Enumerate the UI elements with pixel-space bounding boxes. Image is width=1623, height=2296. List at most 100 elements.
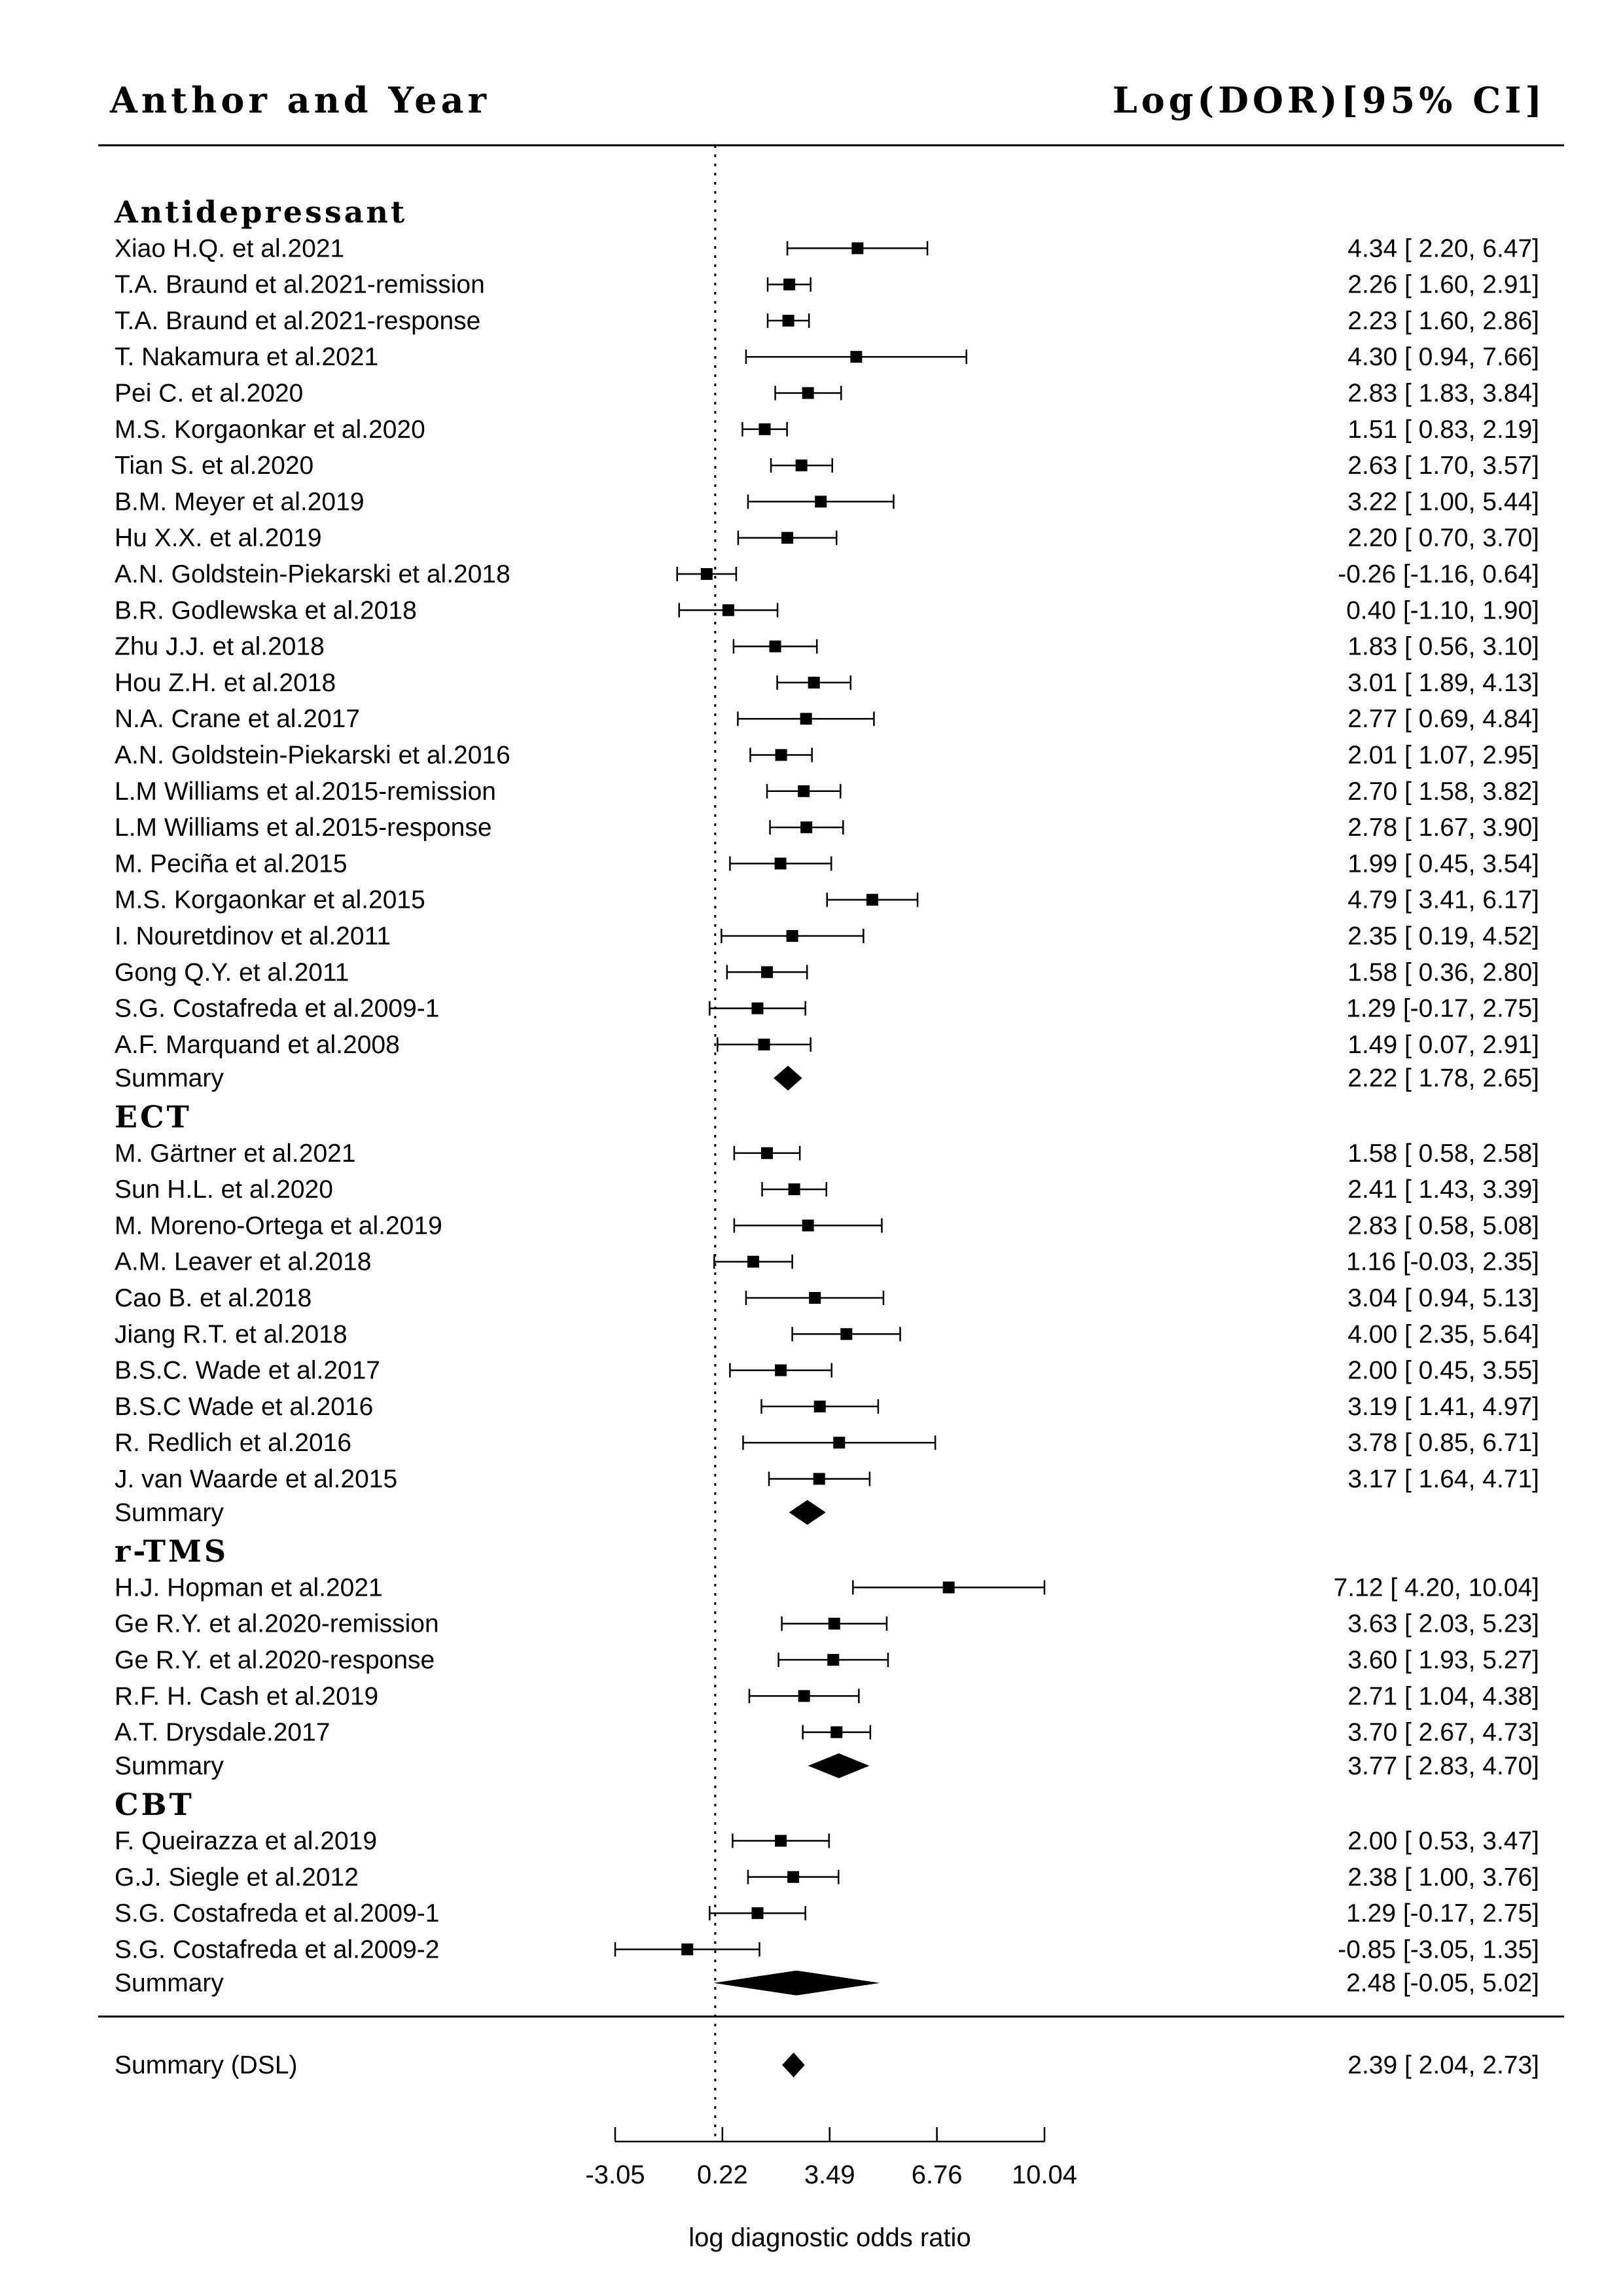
study-value: 1.58 [ 0.58, 2.58] xyxy=(1347,1139,1539,1168)
study-value: 3.01 [ 1.89, 4.13] xyxy=(1347,669,1539,697)
study-value: 2.01 [ 1.07, 2.95] xyxy=(1347,742,1539,770)
study-value: 2.00 [ 0.53, 3.47] xyxy=(1347,1827,1539,1856)
study-label: M.S. Korgaonkar et al.2020 xyxy=(115,416,425,444)
summary-label: Summary xyxy=(115,1969,224,1998)
study-label: T. Nakamura et al.2021 xyxy=(115,343,378,371)
study-label: G.J. Siegle et al.2012 xyxy=(115,1863,359,1892)
study-label: S.G. Costafreda et al.2009-1 xyxy=(115,995,439,1023)
study-label: J. van Waarde et al.2015 xyxy=(115,1465,397,1494)
group-title: Antidepressant xyxy=(114,194,407,230)
estimate-square xyxy=(802,1219,814,1232)
study-label: A.F. Marquand et al.2008 xyxy=(115,1031,400,1059)
study-label: H.J. Hopman et al.2021 xyxy=(115,1573,383,1602)
study-value: 4.00 [ 2.35, 5.64] xyxy=(1347,1320,1539,1348)
summary-diamond xyxy=(789,1499,826,1525)
estimate-square xyxy=(786,930,798,942)
estimate-square xyxy=(783,278,796,291)
study-label: R.F. H. Cash et al.2019 xyxy=(115,1682,378,1710)
study-value: 1.83 [ 0.56, 3.10] xyxy=(1347,633,1539,661)
summary-diamond xyxy=(774,1066,802,1091)
study-label: A.N. Goldstein-Piekarski et al.2016 xyxy=(115,742,510,770)
x-tick-label: -3.05 xyxy=(585,2161,645,2189)
estimate-square xyxy=(795,459,808,472)
study-label: Gong Q.Y. et al.2011 xyxy=(115,958,349,986)
group-title: ECT xyxy=(115,1100,192,1135)
study-value: 2.83 [ 1.83, 3.84] xyxy=(1347,380,1539,408)
estimate-square xyxy=(833,1437,846,1449)
study-label: Hou Z.H. et al.2018 xyxy=(115,669,336,697)
study-value: 0.40 [-1.10, 1.90] xyxy=(1346,596,1539,624)
study-value: 2.00 [ 0.45, 3.55] xyxy=(1347,1357,1539,1385)
study-label: T.A. Braund et al.2021-remission xyxy=(115,271,485,299)
study-label: B.R. Godlewska et al.2018 xyxy=(115,596,417,624)
study-value: 3.22 [ 1.00, 5.44] xyxy=(1347,488,1539,516)
header-author-year: Anthor and Year xyxy=(109,79,490,121)
estimate-square xyxy=(782,314,794,327)
summary-label: Summary xyxy=(115,1752,224,1780)
study-value: 4.79 [ 3.41, 6.17] xyxy=(1347,886,1539,914)
study-value: 3.17 [ 1.64, 4.71] xyxy=(1347,1465,1539,1494)
study-value: 3.19 [ 1.41, 4.97] xyxy=(1347,1393,1539,1421)
study-value: 2.77 [ 0.69, 4.84] xyxy=(1347,705,1539,733)
summary-diamond xyxy=(713,1970,880,1996)
study-label: A.T. Drysdale.2017 xyxy=(115,1719,330,1747)
study-label: Xiao H.Q. et al.2021 xyxy=(115,234,344,262)
estimate-square xyxy=(681,1943,694,1956)
x-tick-label: 6.76 xyxy=(912,2161,963,2189)
study-value: 2.83 [ 0.58, 5.08] xyxy=(1347,1211,1539,1240)
study-label: M. Gärtner et al.2021 xyxy=(115,1139,356,1168)
estimate-square xyxy=(828,1617,840,1630)
study-value: 2.71 [ 1.04, 4.38] xyxy=(1347,1682,1539,1710)
study-label: Hu X.X. et al.2019 xyxy=(115,524,322,552)
estimate-square xyxy=(747,1255,759,1268)
estimate-square xyxy=(775,749,787,761)
forest-rows: Antidepressant Xiao H.Q. et al.2021 4.34 [… xyxy=(114,145,1539,2142)
estimate-square xyxy=(751,1002,764,1014)
study-value: 2.41 [ 1.43, 3.39] xyxy=(1347,1175,1539,1204)
study-label: B.S.C. Wade et al.2017 xyxy=(115,1357,380,1385)
study-label: R. Redlich et al.2016 xyxy=(115,1429,351,1457)
summary-diamond xyxy=(808,1753,870,1778)
study-value: 2.23 [ 1.60, 2.86] xyxy=(1347,307,1539,335)
study-label: Ge R.Y. et al.2020-remission xyxy=(115,1610,439,1638)
estimate-square xyxy=(700,568,713,580)
x-tick-label: 3.49 xyxy=(804,2161,855,2189)
estimate-square xyxy=(942,1581,955,1594)
study-value: 2.26 [ 1.60, 2.91] xyxy=(1347,271,1539,299)
study-label: A.N. Goldstein-Piekarski et al.2018 xyxy=(115,560,510,588)
summary-value: 2.48 [-0.05, 5.02] xyxy=(1346,1969,1539,1998)
estimate-square xyxy=(800,713,812,725)
estimate-square xyxy=(830,1726,843,1738)
study-label: Jiang R.T. et al.2018 xyxy=(115,1320,348,1348)
study-value: 1.58 [ 0.36, 2.80] xyxy=(1347,958,1539,986)
study-value: 2.70 [ 1.58, 3.82] xyxy=(1347,778,1539,806)
study-value: 7.12 [ 4.20, 10.04] xyxy=(1334,1573,1539,1602)
study-value: 3.60 [ 1.93, 5.27] xyxy=(1347,1646,1539,1674)
study-value: 2.63 [ 1.70, 3.57] xyxy=(1347,452,1539,480)
estimate-square xyxy=(798,785,810,797)
study-label: Sun H.L. et al.2020 xyxy=(115,1175,333,1204)
x-tick-label: 10.04 xyxy=(1012,2161,1077,2189)
estimate-square xyxy=(788,1183,800,1196)
study-value: 1.29 [-0.17, 2.75] xyxy=(1346,1899,1539,1928)
study-value: -0.26 [-1.16, 0.64] xyxy=(1338,560,1539,588)
summary-value: 2.22 [ 1.78, 2.65] xyxy=(1347,1064,1539,1092)
study-value: 3.70 [ 2.67, 4.73] xyxy=(1347,1719,1539,1747)
overall-diamond xyxy=(782,2053,805,2077)
study-label: A.M. Leaver et al.2018 xyxy=(115,1248,371,1276)
estimate-square xyxy=(813,1473,825,1485)
estimate-square xyxy=(761,966,774,978)
study-value: 4.30 [ 0.94, 7.66] xyxy=(1347,343,1539,371)
estimate-square xyxy=(774,857,787,870)
group-title: CBT xyxy=(115,1787,194,1822)
study-value: -0.85 [-3.05, 1.35] xyxy=(1338,1935,1539,1964)
estimate-square xyxy=(775,1835,787,1847)
x-tick-label: 0.22 xyxy=(697,2161,748,2189)
x-axis-label: log diagnostic odds ratio xyxy=(688,2223,971,2252)
study-label: S.G. Costafreda et al.2009-1 xyxy=(115,1899,439,1928)
estimate-square xyxy=(761,1147,774,1159)
estimate-square xyxy=(850,351,863,363)
header-log-dor-ci: Log(DOR)[95% CI] xyxy=(1113,79,1546,121)
study-label: T.A. Braund et al.2021-response xyxy=(115,307,480,335)
